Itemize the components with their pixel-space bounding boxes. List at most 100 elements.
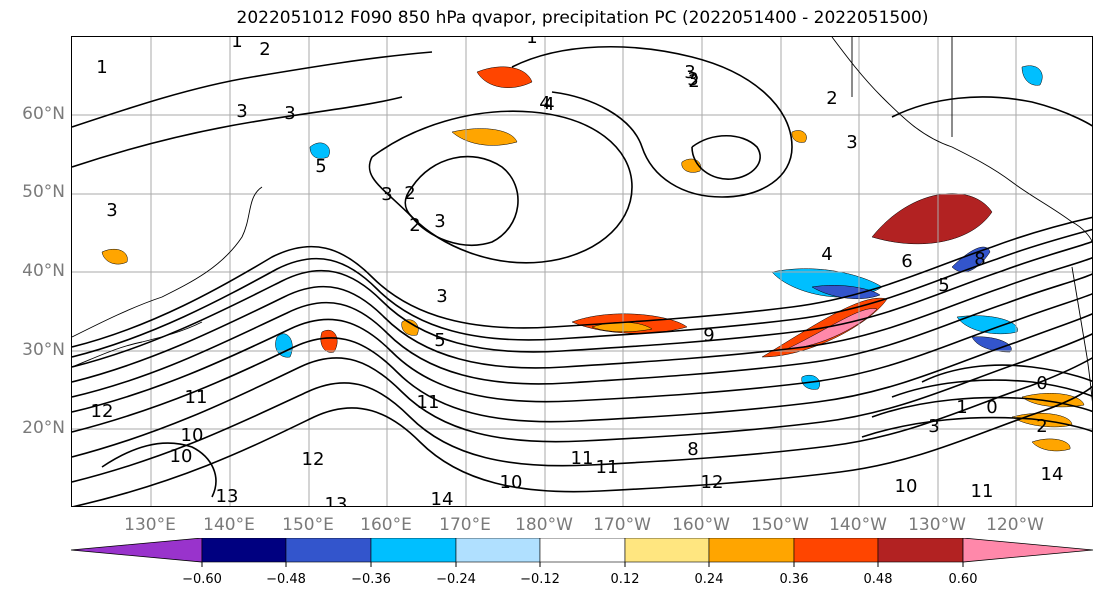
contour-line	[72, 357, 1092, 483]
colorbar-extend-high	[962, 538, 1094, 563]
colorbar-swatch	[539, 538, 626, 563]
contour-line	[72, 240, 1092, 368]
colorbar-swatch	[201, 538, 287, 563]
colorbar-tick-label: −0.48	[266, 572, 306, 587]
colorbar-tick-label: 0.12	[610, 572, 640, 587]
contour-line	[72, 293, 1092, 413]
lat-label-50n: 50°N	[22, 182, 65, 202]
contour-label: 3	[106, 200, 117, 221]
precipitation-patch	[1031, 438, 1071, 452]
contour-label: 0	[1036, 373, 1047, 394]
contour-label: 5	[434, 330, 445, 351]
contour-label: 5	[315, 156, 326, 177]
lon-label-170w: 170°W	[593, 515, 651, 535]
contour-label: 1	[231, 37, 242, 52]
contour-label: 2	[826, 88, 837, 109]
coastlines	[72, 37, 1092, 402]
contour-label: 4	[539, 93, 550, 114]
contour-line	[72, 273, 1092, 398]
contour-line	[691, 135, 761, 180]
contour-line	[921, 364, 1092, 383]
contour-label: 1	[96, 57, 107, 78]
contour-label: 6	[901, 251, 912, 272]
precipitation-patch	[871, 193, 993, 245]
colorbar-tick-label: −0.60	[182, 572, 222, 587]
contour-label: 3	[684, 62, 695, 83]
lon-label-180w: 180°W	[515, 515, 573, 535]
colorbar-swatch	[624, 538, 710, 563]
contour-line	[72, 96, 403, 168]
precipitation-patch	[811, 285, 881, 299]
lon-label-150e: 150°E	[282, 515, 334, 535]
contour-label: 3	[436, 286, 447, 307]
contour-label: 8	[974, 249, 985, 270]
contour-line	[72, 216, 1092, 348]
lat-label-40n: 40°N	[22, 261, 65, 281]
lon-label-170e: 170°E	[439, 515, 491, 535]
colorbar-tick-label: −0.36	[351, 572, 391, 587]
qvapor-contours	[72, 45, 1092, 506]
contour-line	[72, 385, 1092, 506]
lon-label-120w: 120°W	[986, 515, 1044, 535]
contour-label: 5	[938, 275, 949, 296]
lon-label-130e: 130°E	[124, 515, 176, 535]
precipitation-patch	[101, 248, 128, 265]
colorbar-tick-label: 0.24	[694, 572, 724, 587]
contour-label: 11	[571, 448, 594, 469]
contour-label: 3	[928, 416, 939, 437]
map-panel[interactable]: 1 2 1 3 3 2 1 2 3 4 2 3 4 3 5 3 2 3 3 4 5 9 6 8 5 11 11 12 10 13 13 14 1…	[71, 36, 1093, 507]
lon-label-140w: 140°W	[829, 515, 887, 535]
contour-line	[72, 333, 1092, 458]
contour-label: 8	[687, 439, 698, 460]
contour-label: 3	[846, 132, 857, 153]
precipitation-patch	[786, 308, 878, 350]
contour-label: 2	[1036, 416, 1047, 437]
contour-label: 1	[956, 397, 967, 418]
colorbar-tick-label: 0.60	[948, 572, 978, 587]
contour-label: 13	[325, 494, 348, 507]
contour-label: 1	[526, 37, 537, 48]
contour-line	[861, 416, 1092, 438]
contour-label: 12	[91, 401, 114, 422]
precipitation-patch	[451, 128, 518, 146]
contour-label: 0	[986, 397, 997, 418]
contour-line	[72, 256, 1092, 383]
grid-lines	[72, 37, 1092, 506]
contour-label: 10	[170, 446, 193, 467]
precipitation-patch	[309, 142, 330, 159]
precipitation-patch	[320, 330, 338, 353]
contour-label: 11	[185, 387, 208, 408]
contour-line	[891, 379, 1092, 398]
contour-label: 14	[1041, 464, 1064, 485]
lat-label-20n: 20°N	[22, 418, 65, 438]
contour-label: 10	[500, 472, 523, 493]
contour-label: 11	[596, 457, 619, 478]
contour-label: 13	[216, 486, 239, 507]
contour-line	[72, 313, 1092, 433]
coastline-path	[72, 186, 263, 338]
coastline-path	[72, 321, 203, 368]
contour-label: 3	[687, 69, 698, 90]
contour-label: 3	[284, 103, 295, 124]
contour-line	[871, 396, 1092, 418]
colorbar-swatch	[793, 538, 879, 563]
contour-label: 12	[302, 449, 325, 470]
colorbar-swatch	[877, 538, 964, 563]
colorbar	[70, 538, 1094, 567]
contour-label: 14	[431, 489, 454, 507]
colorbar-tick-label: −0.12	[520, 572, 560, 587]
contour-label: 11	[417, 392, 440, 413]
contour-line	[72, 51, 433, 128]
contour-label: 2	[688, 71, 699, 92]
contour-label: 2	[404, 183, 415, 204]
contour-label: 4	[543, 94, 554, 115]
contour-label: 3	[381, 184, 392, 205]
precipitation-fill-layer	[101, 65, 1085, 452]
contour-line	[511, 45, 793, 198]
precipitation-patch	[1021, 393, 1085, 408]
contour-line	[72, 228, 1092, 358]
colorbar-tick-label: 0.36	[779, 572, 809, 587]
lat-label-30n: 30°N	[22, 340, 65, 360]
